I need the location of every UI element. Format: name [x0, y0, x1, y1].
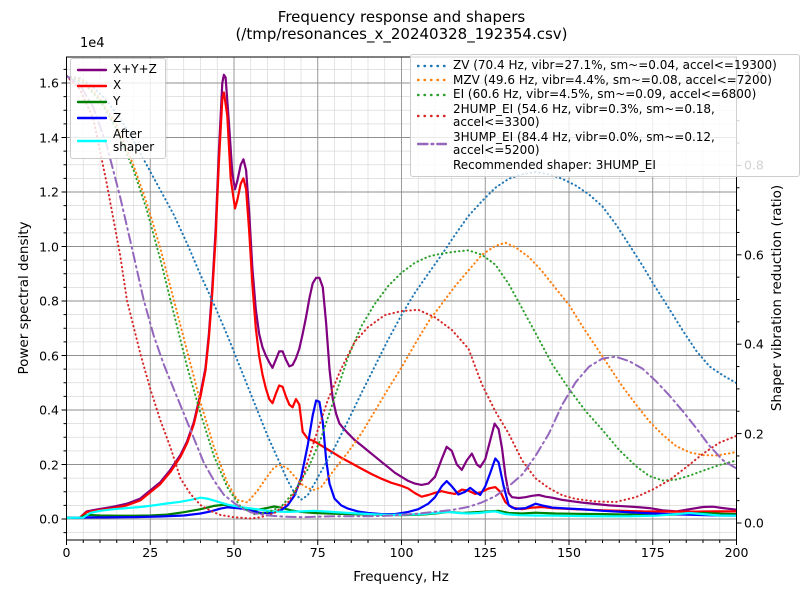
y-right-tick-label: 0.4 — [744, 336, 764, 352]
legend-item-mzv: MZV (49.6 Hz, vibr=4.4%, sm~=0.08, accel… — [417, 72, 791, 87]
curve-shaper-3hump-ei — [66, 75, 737, 519]
axes-frame — [61, 56, 742, 545]
x-tick-label: 125 — [473, 545, 498, 560]
legend-item-x: X — [77, 79, 157, 92]
legend-item-z-label: Z — [113, 110, 122, 125]
legend-line-swatch — [77, 68, 107, 71]
y-left-tick-label: 1.0 — [39, 239, 59, 254]
legend-item-x-y-z-label: X+Y+Z — [113, 62, 157, 76]
curve-psd-y — [66, 503, 737, 520]
x-tick-label: 25 — [142, 545, 159, 560]
chart-title: Frequency response and shapers (/tmp/res… — [0, 9, 800, 42]
curve-psd-x — [66, 91, 737, 519]
chart-title-line1: Frequency response and shapers — [277, 8, 526, 26]
legend-line-swatch — [417, 93, 447, 97]
y-left-tick-label: 0.2 — [39, 457, 59, 472]
curve-psd-after-shaper — [66, 496, 737, 520]
legend-item-after-shaper-label: After shaper — [113, 126, 155, 155]
y-left-tick-label: 1.6 — [39, 75, 59, 91]
legend-item-2hump-ei-label: 2HUMP_EI (54.6 Hz, vibr=0.3%, sm~=0.18, … — [453, 102, 715, 130]
x-tick-label: 200 — [724, 545, 749, 560]
y-right-tick-label: 0.2 — [744, 426, 764, 442]
y-left-tick-label: 0.6 — [39, 348, 59, 363]
legend-line-swatch — [417, 64, 447, 67]
y-left-tick-label: 1.2 — [39, 184, 59, 200]
legend-item-2hump-ei: 2HUMP_EI (54.6 Hz, vibr=0.3%, sm~=0.18, … — [417, 102, 791, 130]
y-left-tick-label: 0.4 — [39, 402, 59, 418]
legend-item-ei-label: EI (60.6 Hz, vibr=4.5%, sm~=0.09, accel<… — [453, 87, 757, 102]
legend-recommended-shaper: Recommended shaper: 3HUMP_EI — [417, 157, 791, 172]
curve-shaper-ei — [66, 75, 737, 516]
curve-shaper-mzv — [66, 75, 737, 504]
y-right-tick-label: 0.0 — [744, 515, 764, 531]
y-left-tick-label: 0.0 — [39, 511, 59, 527]
legend-item-x-label: X — [113, 78, 122, 93]
legend-item-zv: ZV (70.4 Hz, vibr=27.1%, sm~=0.04, accel… — [417, 58, 791, 72]
legend-line-swatch — [77, 84, 107, 87]
y-axis-offset-text: 1e4 — [80, 36, 105, 51]
x-tick-label: 100 — [389, 545, 414, 560]
legend-line-swatch — [77, 117, 107, 120]
x-tick-label: 0 — [62, 545, 71, 560]
curves — [66, 73, 737, 520]
legend-line-swatch — [77, 100, 107, 104]
x-tick-label: 175 — [640, 545, 665, 560]
legend-line-swatch — [417, 115, 447, 118]
x-tick-label: 150 — [557, 545, 581, 560]
legend-shapers: ZV (70.4 Hz, vibr=27.1%, sm~=0.04, accel… — [410, 54, 800, 178]
y-axis-label-left: Power spectral density — [16, 221, 32, 375]
y-axis-label-right: Shaper vibration reduction (ratio) — [769, 184, 785, 412]
legend-item-mzv-label: MZV (49.6 Hz, vibr=4.4%, sm~=0.08, accel… — [453, 72, 772, 87]
legend-item-ei: EI (60.6 Hz, vibr=4.5%, sm~=0.09, accel<… — [417, 88, 791, 101]
chart-title-line2: (/tmp/resonances_x_20240328_192354.csv) — [235, 24, 568, 43]
x-tick-label: 75 — [309, 545, 326, 560]
legend-item-y: Y — [77, 95, 157, 108]
legend-recommended-shaper-label: Recommended shaper: 3HUMP_EI — [453, 157, 656, 172]
legend-item-3hump-ei: 3HUMP_EI (84.4 Hz, vibr=0.0%, sm~=0.12, … — [417, 130, 791, 158]
y-left-tick-label: 0.8 — [39, 293, 59, 309]
legend-psd: X+Y+Z X Y Z After shaper — [70, 58, 166, 160]
y-right-tick-label: 0.6 — [744, 247, 764, 263]
legend-item-z: Z — [77, 110, 157, 125]
curve-shaper-zv — [66, 75, 737, 501]
legend-item-x-y-z: X+Y+Z — [77, 62, 157, 76]
y-left-tick-label: 1.4 — [39, 130, 59, 145]
legend-item-after-shaper: After shaper — [77, 126, 157, 155]
legend-item-3hump-ei-label: 3HUMP_EI (84.4 Hz, vibr=0.0%, sm~=0.12, … — [453, 130, 715, 158]
curve-shaper-2hump-ei — [66, 75, 737, 520]
x-tick-label: 50 — [226, 545, 242, 560]
legend-item-y-label: Y — [113, 94, 121, 109]
legend-item-zv-label: ZV (70.4 Hz, vibr=27.1%, sm~=0.04, accel… — [453, 58, 777, 72]
legend-line-swatch — [77, 139, 107, 143]
x-axis-label: Frequency, Hz — [353, 569, 449, 585]
legend-line-swatch — [417, 143, 447, 146]
legend-line-swatch — [417, 79, 447, 82]
